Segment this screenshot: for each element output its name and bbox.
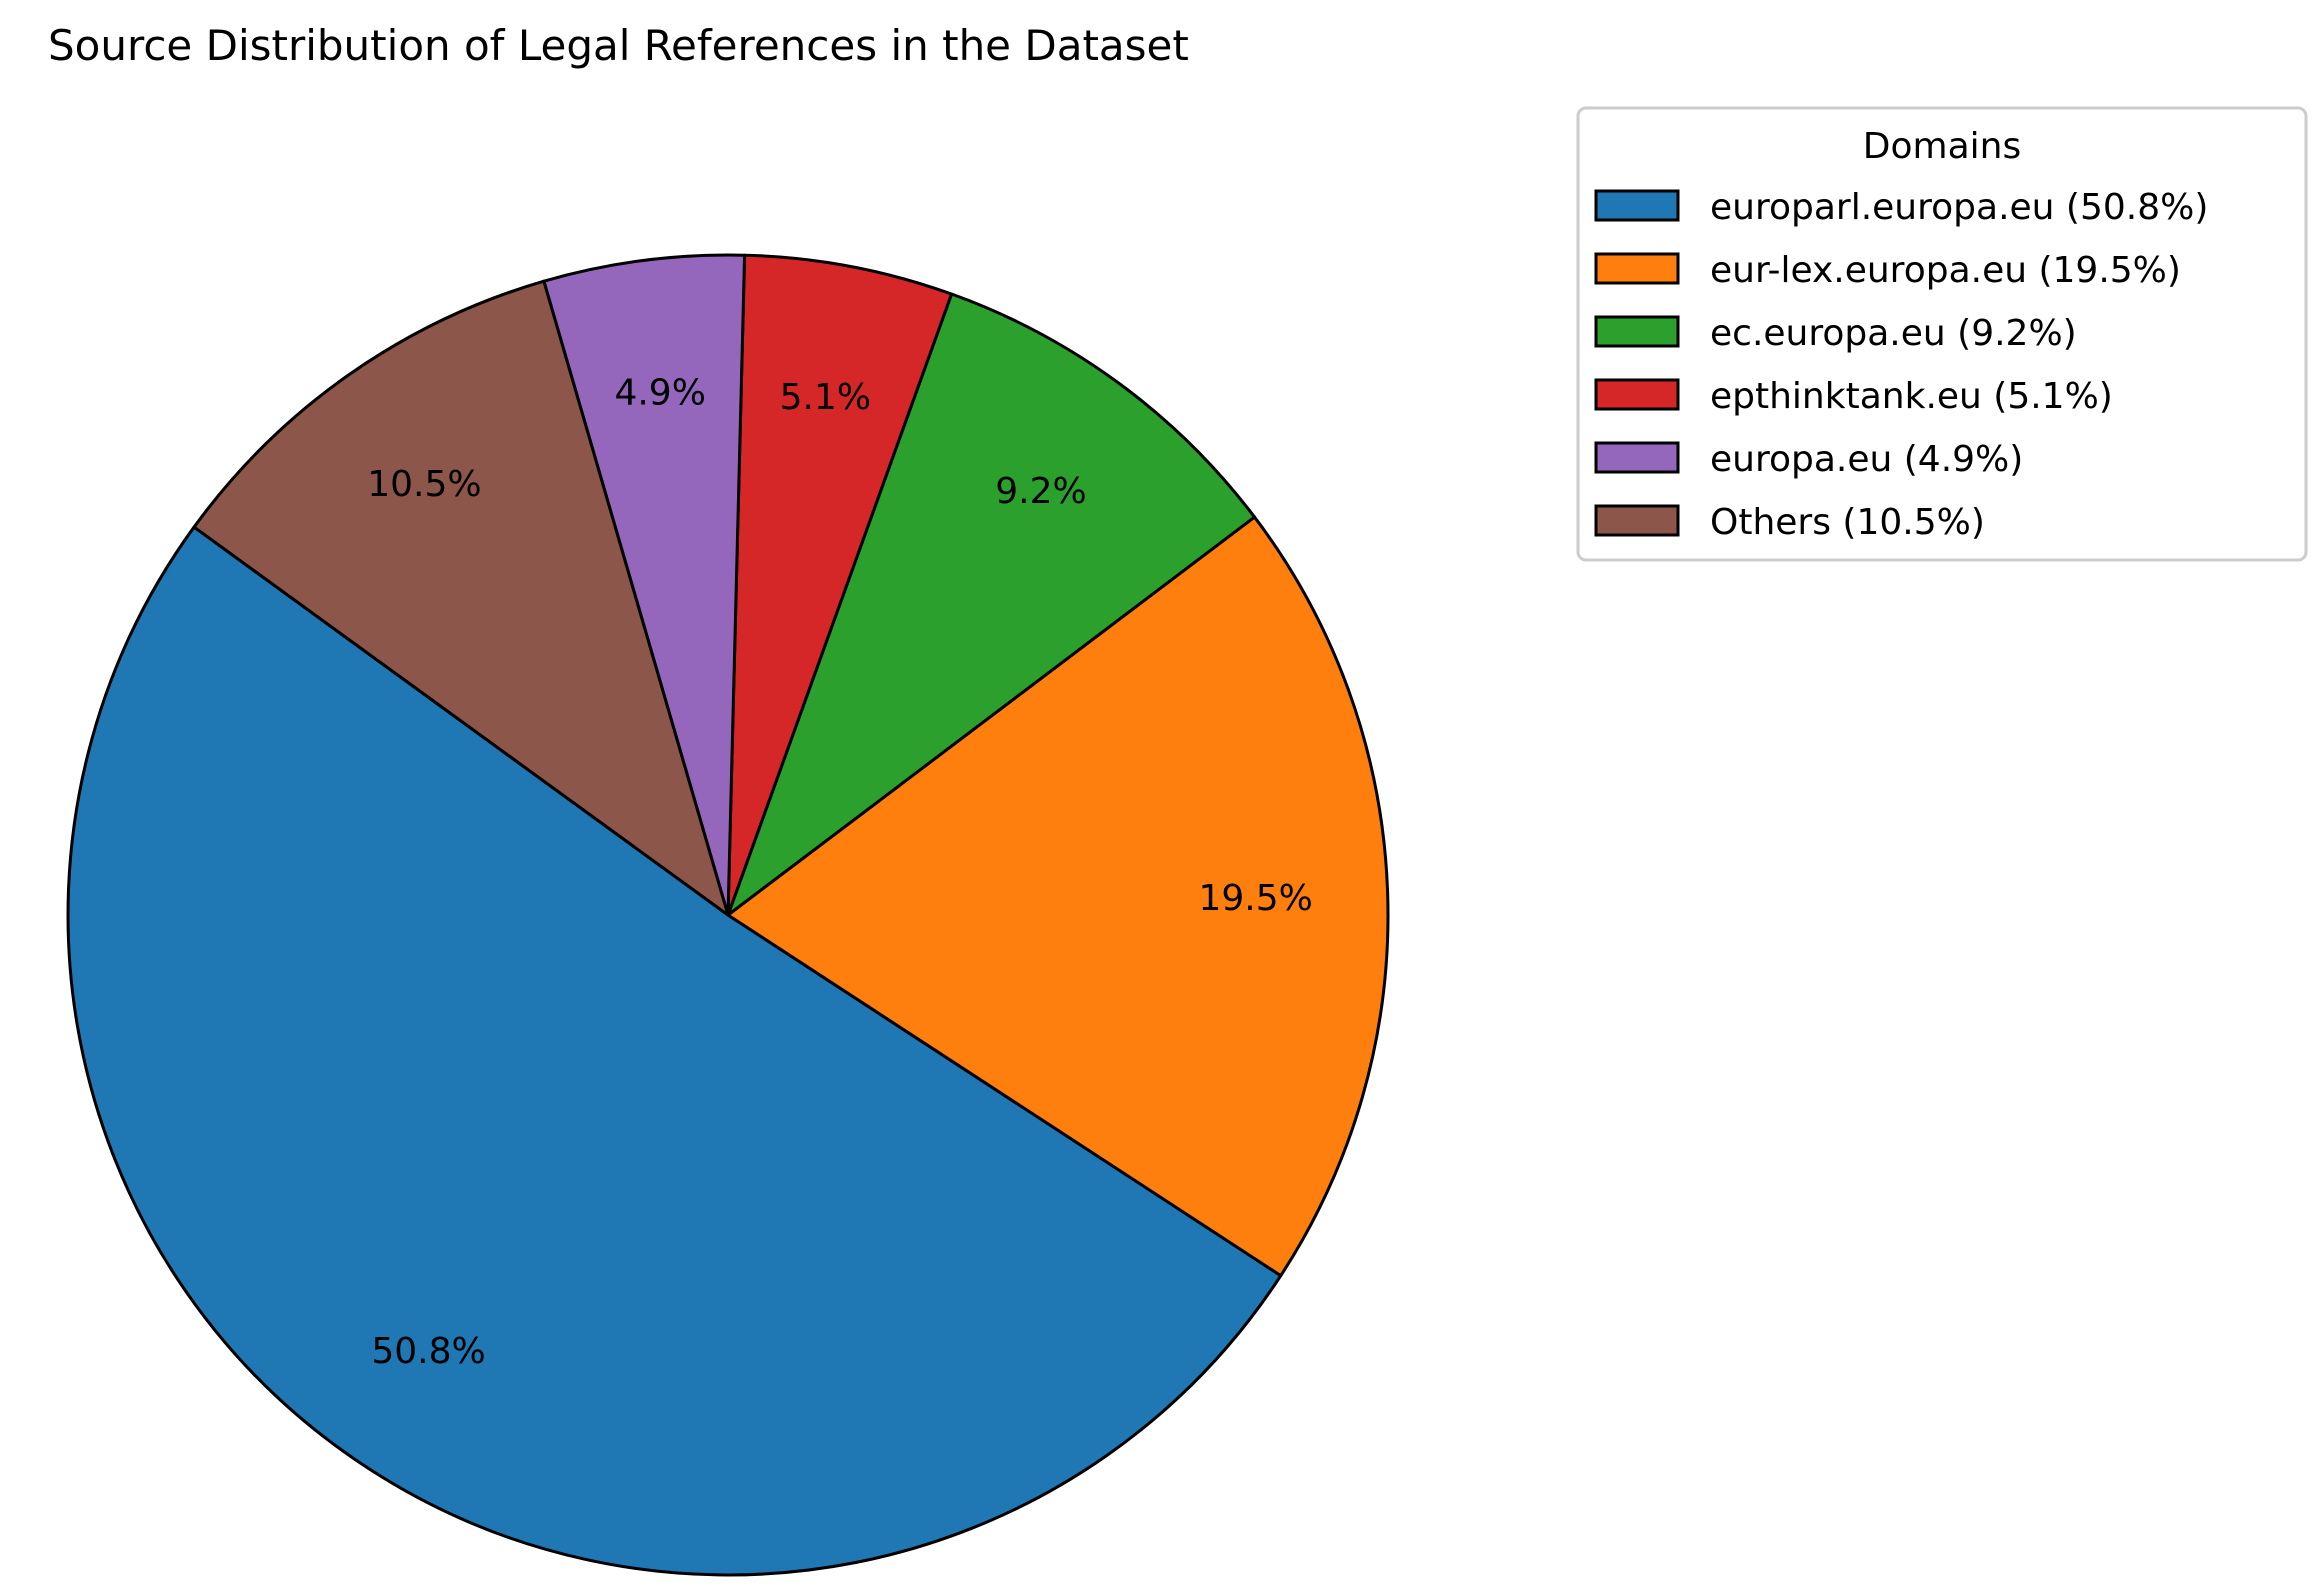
pie-slice-epthinktank-eu [726,253,954,917]
legend-label-epthinktank-eu: epthinktank.eu (5.1%) [1710,376,2113,417]
legend-label-europa-eu: europa.eu (4.9%) [1710,439,2023,480]
chart-title: Source Distribution of Legal References … [48,21,1189,70]
pie-slice-europarl-europa-eu [66,525,1283,1577]
legend-swatch-europarl-europa-eu [1594,189,1680,222]
slice-label-ec-europa-eu: 9.2% [995,471,1086,512]
legend-items: europarl.europa.eu (50.8%) eur-lex.europa… [1594,187,2208,543]
pie-slice-ec-europa-eu [726,292,1257,917]
legend-title: Domains [1863,126,2021,167]
legend-swatch-epthinktank-eu [1594,378,1680,411]
legend-swatch-others [1594,504,1680,537]
pie-slice-europa-eu [542,253,747,917]
slice-label-eur-lex-europa-eu: 19.5% [1199,878,1313,919]
pie-slice-others [192,279,730,917]
slice-label-epthinktank-eu: 5.1% [780,377,871,418]
slice-label-europarl-europa-eu: 50.8% [371,1331,485,1372]
pie-slice-labels: 50.8% 19.5% 9.2% 5.1% 4.9% 10.5% [367,372,1313,1371]
legend-label-ec-europa-eu: ec.europa.eu (9.2%) [1710,313,2077,354]
legend-label-others: Others (10.5%) [1710,502,1985,543]
pie-slices [66,253,1390,1577]
legend: Domains europarl.europa.eu (50.8%) eur-le… [1576,106,2308,562]
pie-slice-eur-lex-europa-eu [726,515,1390,1278]
slice-label-europa-eu: 4.9% [614,372,705,413]
slice-label-others: 10.5% [367,464,481,505]
legend-label-eur-lex-europa-eu: eur-lex.europa.eu (19.5%) [1710,250,2181,291]
legend-swatch-europa-eu [1594,441,1680,474]
legend-label-europarl-europa-eu: europarl.europa.eu (50.8%) [1710,187,2208,228]
legend-swatch-eur-lex-europa-eu [1594,252,1680,285]
legend-frame [1576,106,2308,562]
legend-swatch-ec-europa-eu [1594,315,1680,348]
